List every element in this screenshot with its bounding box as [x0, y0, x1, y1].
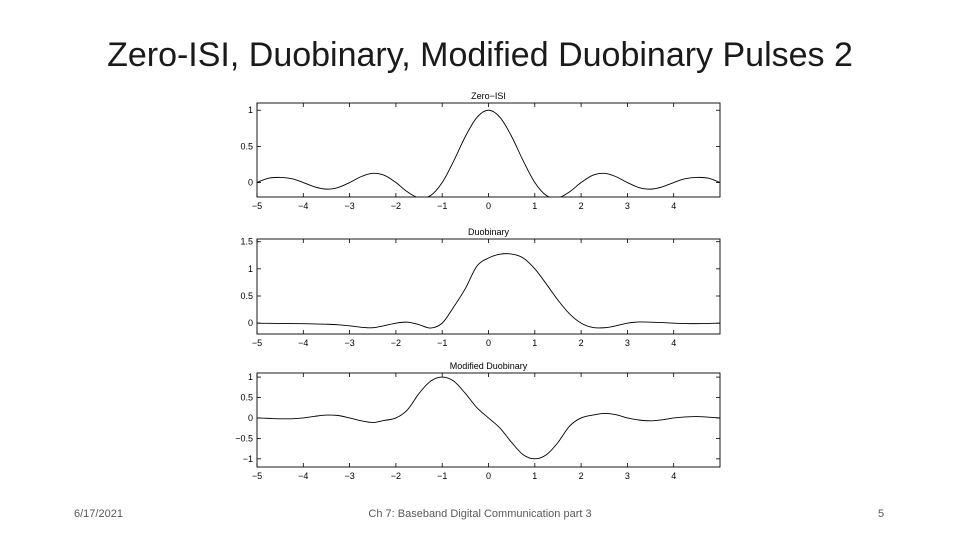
x-tick-label: 3 [625, 471, 630, 481]
y-tick-label: 0 [248, 178, 253, 188]
y-tick-label: 0 [248, 413, 253, 423]
y-tick-label: 1.5 [240, 237, 253, 247]
y-tick-label: 1 [248, 264, 253, 274]
footer-course-title: Ch 7: Baseband Digital Communication par… [368, 508, 592, 520]
x-tick-label: 2 [579, 338, 584, 348]
y-tick-label: −0.5 [235, 433, 253, 443]
subplot-3: Modified Duobinary −5 −4 −3 −2 −1 0 1 2 3 4 −1 −0.5 0… [235, 361, 721, 481]
x-tick-label: −4 [298, 338, 308, 348]
subplot-title: Duobinary [468, 227, 510, 237]
page-number: 5 [878, 508, 885, 520]
x-tick-label: −1 [437, 471, 447, 481]
x-tick-label: −2 [391, 471, 401, 481]
y-tick-label: 1 [248, 372, 253, 382]
pulse-curve [257, 376, 720, 460]
y-tick-label: 1 [248, 105, 253, 115]
subplot-title: Zero−ISI [471, 91, 506, 101]
y-tick-label: −1 [243, 454, 253, 464]
x-tick-label: 0 [486, 471, 491, 481]
x-tick-label: −5 [252, 201, 262, 211]
x-tick-label: 2 [579, 201, 584, 211]
y-tick-label: 0.5 [240, 141, 253, 151]
y-tick-label: 0 [248, 318, 253, 328]
subplot-title: Modified Duobinary [450, 361, 528, 371]
pulse-curve [257, 109, 720, 197]
plot-frame [256, 238, 721, 335]
x-tick-label: −1 [437, 338, 447, 348]
x-tick-label: 1 [532, 471, 537, 481]
x-tick-label: 4 [671, 201, 676, 211]
x-tick-label: −2 [391, 201, 401, 211]
slide-title: Zero-ISI, Duobinary, Modified Duobinary … [107, 36, 853, 74]
x-tick-label: 3 [625, 338, 630, 348]
x-tick-label: −3 [344, 338, 354, 348]
y-tick-label: 0.5 [240, 393, 253, 403]
x-tick-label: −4 [298, 201, 308, 211]
x-tick-label: −5 [252, 471, 262, 481]
x-tick-label: 4 [671, 471, 676, 481]
x-tick-label: 3 [625, 201, 630, 211]
plot-frame [256, 372, 721, 468]
subplot-2: Duobinary −5 −4 −3 −2 −1 0 1 2 3 4 0 0.5 1 1.5 [240, 227, 721, 348]
plot-frame [256, 102, 721, 198]
x-tick-label: 0 [486, 201, 491, 211]
x-tick-label: 4 [671, 338, 676, 348]
x-tick-label: 1 [532, 201, 537, 211]
subplot-1: Zero−ISI −5 −4 −3 −2 −1 0 1 2 3 4 0 0.5 1 [240, 91, 721, 211]
y-tick-label: 0.5 [240, 291, 253, 301]
x-tick-label: −3 [344, 471, 354, 481]
x-tick-label: 0 [486, 338, 491, 348]
x-tick-label: −1 [437, 201, 447, 211]
x-tick-label: −4 [298, 471, 308, 481]
pulse-curve [257, 253, 720, 329]
x-tick-label: 2 [579, 471, 584, 481]
x-tick-label: −3 [344, 201, 354, 211]
x-tick-label: −2 [391, 338, 401, 348]
x-tick-label: 1 [532, 338, 537, 348]
x-tick-label: −5 [252, 338, 262, 348]
footer-date: 6/17/2021 [74, 508, 123, 520]
